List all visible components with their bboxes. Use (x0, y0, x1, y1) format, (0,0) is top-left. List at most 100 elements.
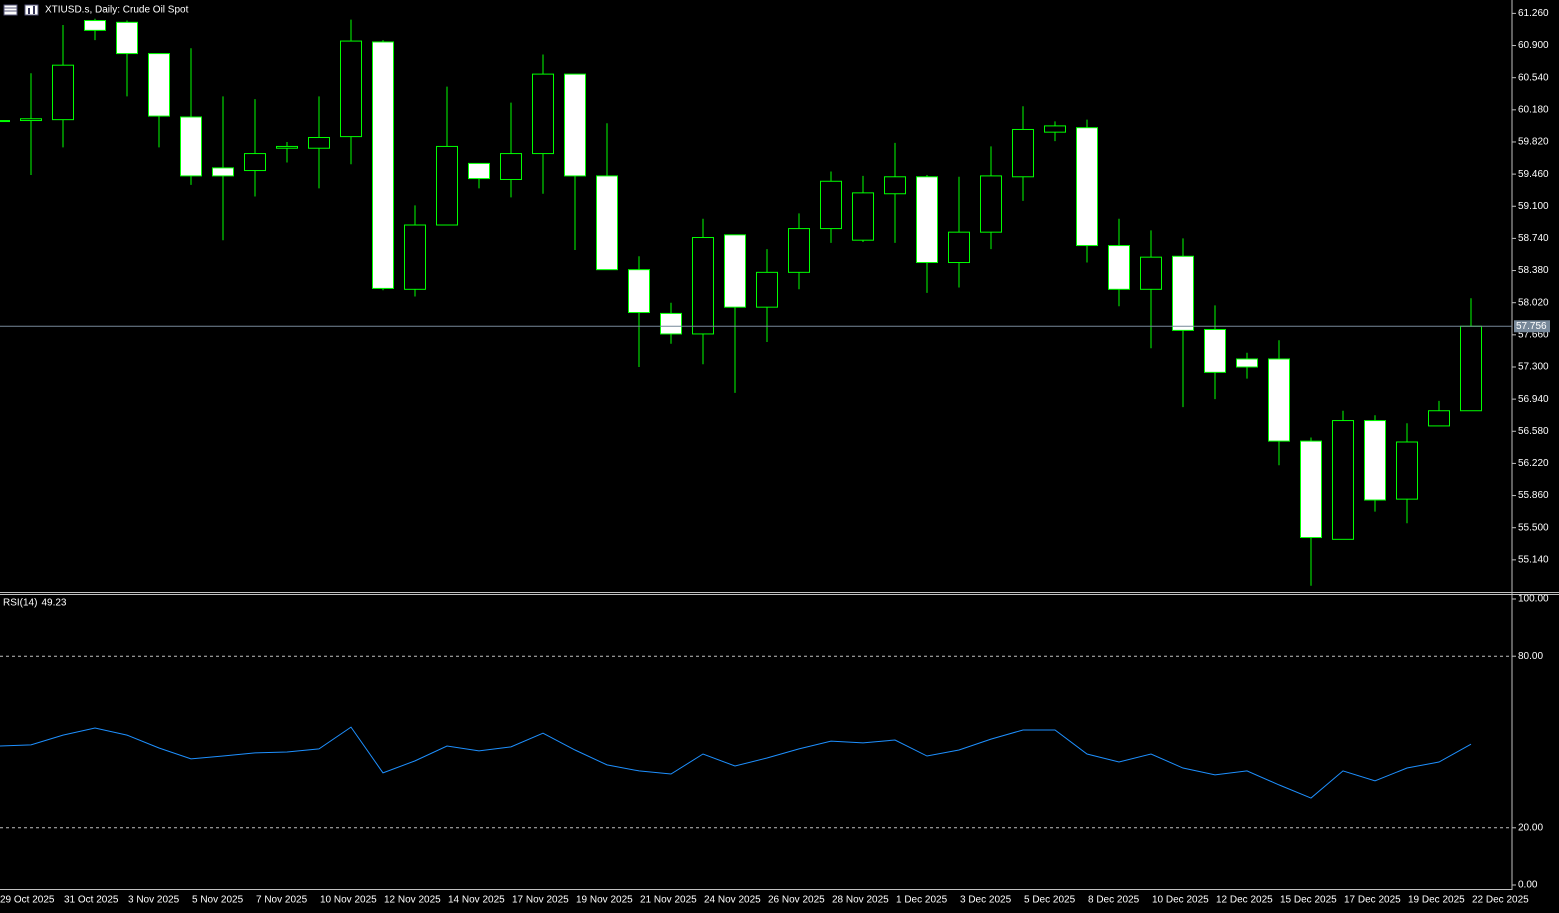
candle-body (532, 73, 554, 155)
candle-body (1140, 256, 1162, 290)
icon-bar (33, 6, 35, 14)
candle-body (628, 269, 650, 314)
candle-body (500, 153, 522, 180)
candle-body (820, 180, 842, 230)
y-tick-label: 58.380 (1518, 265, 1549, 276)
x-tick-label: 19 Dec 2025 (1408, 895, 1465, 906)
indicator-name: RSI(14) (3, 598, 37, 609)
x-tick-label: 19 Nov 2025 (576, 895, 633, 906)
candle-body (1076, 127, 1098, 247)
candle-body (404, 224, 426, 290)
price-label: 57.756 (1516, 321, 1547, 332)
candle-body (1012, 128, 1034, 178)
candle-body (340, 40, 362, 138)
x-tick-label: 5 Nov 2025 (192, 895, 244, 906)
candle-body (564, 73, 586, 177)
icon (24, 4, 39, 16)
y-tick-label: 61.260 (1518, 8, 1549, 19)
candle-body (756, 271, 778, 308)
candle-body (180, 116, 202, 177)
x-tick-label: 17 Nov 2025 (512, 895, 569, 906)
candle-body (980, 175, 1002, 233)
x-tick-label: 26 Nov 2025 (768, 895, 825, 906)
icon-bar (28, 8, 30, 14)
x-tick-label: 17 Dec 2025 (1344, 895, 1401, 906)
x-tick-label: 3 Nov 2025 (128, 895, 180, 906)
x-tick-label: 22 Dec 2025 (1472, 895, 1529, 906)
y-tick-label: 59.820 (1518, 137, 1549, 148)
candle-body (116, 21, 138, 55)
candle-body (1108, 245, 1130, 290)
price-label-bg (1514, 320, 1550, 333)
candle-body (788, 228, 810, 273)
candle-body (1236, 358, 1258, 368)
x-tick-label: 8 Dec 2025 (1088, 895, 1140, 906)
candle-body (1364, 420, 1386, 501)
candle-body (1396, 441, 1418, 500)
y-tick-label: 100.00 (1518, 594, 1549, 605)
y-tick-label: 60.540 (1518, 72, 1549, 83)
candle-body (436, 145, 458, 226)
candle-body (276, 145, 298, 149)
y-tick-label: 59.100 (1518, 201, 1549, 212)
x-tick-label: 15 Dec 2025 (1280, 895, 1337, 906)
candle-body (660, 312, 682, 335)
x-tick-label: 1 Dec 2025 (896, 895, 948, 906)
y-tick-label: 60.180 (1518, 104, 1549, 115)
y-tick-label: 57.300 (1518, 362, 1549, 373)
y-tick-label: 56.580 (1518, 426, 1549, 437)
y-tick-label: 55.500 (1518, 522, 1549, 533)
x-tick-label: 5 Dec 2025 (1024, 895, 1076, 906)
candle-body (52, 64, 74, 121)
candle-body (148, 53, 170, 117)
candle-body (1172, 255, 1194, 331)
candle-body (84, 20, 106, 31)
x-tick-label: 3 Dec 2025 (960, 895, 1012, 906)
y-tick-label: 57.660 (1518, 329, 1549, 340)
x-tick-label: 10 Dec 2025 (1152, 895, 1209, 906)
candle-body (1460, 325, 1482, 412)
candle-body (212, 167, 234, 177)
indicator-value: 49.23 (41, 598, 66, 609)
x-tick-label: 7 Nov 2025 (256, 895, 308, 906)
candle-body (0, 120, 10, 123)
rsi-line (0, 726, 1472, 799)
candle-body (692, 237, 714, 335)
y-tick-label: 80.00 (1518, 651, 1543, 662)
title-icons (3, 4, 39, 16)
y-tick-label: 59.460 (1518, 169, 1549, 180)
candle-body (1428, 410, 1450, 427)
y-tick-label: 58.740 (1518, 233, 1549, 244)
x-tick-label: 28 Nov 2025 (832, 895, 889, 906)
x-tick-label: 10 Nov 2025 (320, 895, 377, 906)
y-tick-label: 56.220 (1518, 458, 1549, 469)
y-tick-label: 58.020 (1518, 297, 1549, 308)
candle-body (1204, 328, 1226, 373)
candle-body (916, 176, 938, 264)
x-tick-label: 14 Nov 2025 (448, 895, 505, 906)
candle-body (1332, 420, 1354, 540)
x-tick-label: 24 Nov 2025 (704, 895, 761, 906)
x-tick-label: 31 Oct 2025 (64, 895, 119, 906)
candle-body (596, 175, 618, 271)
candle-body (244, 153, 266, 172)
candle-body (948, 231, 970, 264)
candle-body (20, 118, 42, 122)
y-tick-label: 56.940 (1518, 394, 1549, 405)
candle-body (884, 176, 906, 195)
y-tick-label: 60.900 (1518, 40, 1549, 51)
x-tick-label: 12 Dec 2025 (1216, 895, 1273, 906)
x-tick-label: 21 Nov 2025 (640, 895, 697, 906)
candle-body (468, 162, 490, 180)
y-tick-label: 20.00 (1518, 822, 1543, 833)
icon (3, 4, 18, 16)
candle-body (1268, 358, 1290, 442)
y-tick-label: 0.00 (1518, 880, 1538, 891)
candle-body (372, 41, 394, 289)
y-tick-label: 55.140 (1518, 554, 1549, 565)
x-tick-label: 29 Oct 2025 (0, 895, 55, 906)
candle-body (1300, 440, 1322, 539)
y-tick-label: 55.860 (1518, 490, 1549, 501)
